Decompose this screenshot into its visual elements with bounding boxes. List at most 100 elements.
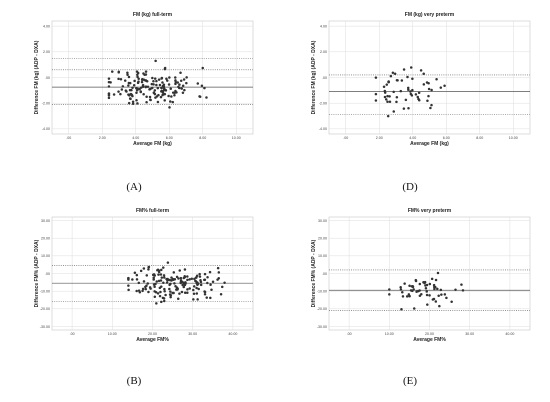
data-point [162, 274, 166, 277]
y-tick-label: 2.00 [320, 50, 327, 54]
data-point [428, 294, 431, 297]
data-point [400, 79, 404, 82]
data-point [409, 92, 413, 96]
data-point [388, 95, 391, 98]
data-point [125, 90, 128, 93]
data-point [430, 88, 433, 92]
data-point [179, 79, 183, 82]
data-point [161, 81, 164, 84]
data-point [156, 268, 159, 272]
data-point [107, 92, 111, 95]
data-point [425, 293, 429, 297]
data-point [429, 106, 432, 110]
data-point [162, 297, 166, 300]
data-point [147, 290, 150, 294]
data-point [158, 294, 162, 298]
data-point [220, 285, 224, 289]
data-point [131, 102, 135, 105]
data-point [140, 80, 144, 84]
data-point [135, 289, 138, 293]
data-point [127, 93, 130, 96]
data-point [183, 88, 186, 92]
data-point [395, 79, 399, 82]
data-point [128, 81, 132, 85]
data-point [154, 96, 157, 99]
x-tick-label: 6.00 [443, 136, 450, 140]
data-point [123, 79, 127, 82]
data-point [182, 78, 186, 81]
data-point [425, 283, 429, 287]
data-point [167, 94, 170, 98]
data-point [153, 89, 157, 92]
data-point [127, 101, 131, 105]
y-axis-label: Difference FM% (ADP - DXA) [311, 239, 317, 307]
data-point [127, 288, 130, 292]
x-tick-label: 30.00 [465, 332, 474, 336]
data-point [171, 100, 175, 104]
data-point [440, 293, 443, 296]
data-point [153, 92, 157, 96]
data-point [142, 280, 146, 283]
data-point [127, 84, 130, 87]
data-point [154, 282, 157, 286]
data-point [173, 282, 176, 285]
data-point [192, 292, 196, 296]
data-point [439, 288, 443, 292]
data-point [152, 278, 155, 281]
data-point [407, 293, 411, 296]
data-point [153, 77, 157, 80]
data-point [180, 290, 184, 294]
data-point [201, 66, 204, 70]
chart-title: FM (kg) full-term [133, 12, 173, 18]
data-point [164, 293, 167, 297]
data-point [425, 290, 428, 293]
data-point [145, 100, 148, 104]
data-point [426, 303, 429, 306]
data-point [436, 271, 440, 275]
data-point [170, 276, 173, 279]
data-point [183, 283, 187, 287]
data-point [203, 278, 206, 282]
data-point [407, 88, 410, 92]
x-axis-label: Average FM% [413, 337, 446, 343]
data-point [153, 295, 157, 299]
data-point [165, 77, 168, 81]
data-point [126, 71, 129, 75]
data-point [409, 289, 413, 292]
data-point [173, 93, 176, 97]
data-point [209, 296, 212, 300]
data-point [154, 59, 157, 63]
data-point [162, 281, 165, 284]
x-tick-label: 2.00 [99, 136, 106, 140]
y-tick-label: -20.00 [317, 307, 327, 311]
y-tick-label: -4.00 [42, 127, 50, 131]
data-point [217, 277, 221, 280]
data-point [158, 83, 162, 87]
data-point [175, 275, 179, 279]
data-point [131, 86, 134, 90]
y-tick-label: 2.00 [43, 50, 50, 54]
data-point [139, 90, 142, 93]
data-point [183, 291, 187, 294]
data-point [160, 285, 163, 288]
data-point [141, 83, 145, 87]
data-point [138, 87, 141, 91]
x-tick-label: 40.00 [505, 332, 514, 336]
data-point [137, 77, 140, 81]
data-point [385, 83, 389, 86]
data-point [374, 99, 378, 102]
data-point [402, 107, 406, 110]
data-point [219, 292, 223, 296]
y-axis-label: Difference FM (kg) (ADP - DXA) [34, 40, 40, 114]
data-point [144, 70, 148, 73]
data-point [434, 278, 438, 282]
y-tick-label: -2.00 [42, 101, 50, 105]
data-point [428, 282, 432, 286]
data-point [129, 92, 132, 96]
y-tick-label: 10.00 [41, 254, 50, 258]
x-tick-label: 20.00 [425, 332, 434, 336]
data-point [147, 265, 151, 269]
data-point [130, 88, 133, 92]
data-point [126, 73, 129, 77]
y-tick-label: .00 [45, 76, 50, 80]
